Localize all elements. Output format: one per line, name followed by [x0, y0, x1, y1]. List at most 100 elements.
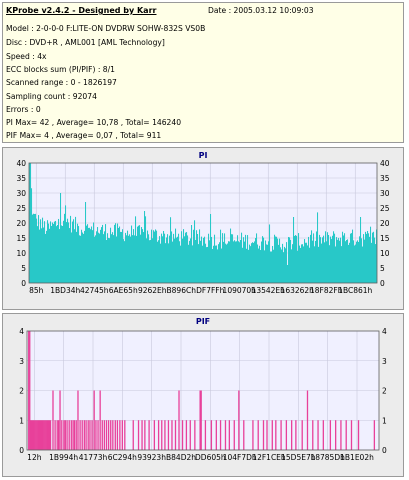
pi-bar [54, 221, 56, 283]
pi-bar [200, 240, 202, 283]
pi-xtick-label: 9262Eh [138, 286, 167, 295]
pi-bar [156, 230, 158, 283]
pi-bar [179, 241, 181, 283]
pi-bar [127, 230, 129, 283]
pif-xtick-label: 6C294h [108, 453, 137, 462]
pi-bar [71, 232, 73, 283]
pif-bar [79, 420, 81, 450]
pif-bar [81, 420, 83, 450]
pif-bar [210, 420, 213, 450]
pi-bar [313, 233, 315, 283]
pi-bar [92, 230, 94, 283]
pif-bar [233, 420, 235, 450]
pi-bar [88, 227, 90, 283]
pif-bar [105, 420, 108, 450]
pi-bar [203, 237, 205, 283]
pi-bar [135, 216, 137, 283]
pi-bar [229, 241, 231, 283]
pi-bar [287, 265, 289, 283]
pi-bar [165, 243, 167, 283]
pi-xtick-label: 1BD34h [50, 286, 80, 295]
pi-bar [164, 233, 166, 283]
pi-bar [295, 235, 297, 283]
pi-bar [216, 245, 218, 283]
pi-bar [244, 241, 246, 283]
pi-bar [371, 242, 373, 283]
pif-bar [204, 420, 207, 450]
pi-bar [241, 232, 243, 283]
pi-bar [62, 226, 64, 283]
pi-bar [317, 212, 319, 283]
pi-bar [192, 245, 194, 283]
pi-bar [263, 237, 265, 283]
pif-bar [280, 420, 282, 450]
pif-bar [291, 420, 293, 450]
pi-bar [190, 238, 192, 283]
pi-bar [196, 230, 198, 283]
pif-bar [103, 420, 106, 450]
pi-bar [309, 247, 311, 283]
pif-bar [228, 420, 230, 450]
pif-bar [59, 390, 61, 450]
pif-bar [48, 420, 51, 450]
pi-bar [314, 246, 316, 283]
pi-bar [138, 225, 140, 283]
pi-bar [129, 234, 131, 283]
pi-bar [155, 229, 157, 283]
pi-bar [82, 232, 84, 283]
pif-bar [114, 420, 116, 450]
pif-bar [99, 390, 101, 450]
pi-bar [344, 233, 346, 283]
pi-xtick-label: 42745h [80, 286, 109, 295]
pi-bar [121, 231, 123, 283]
pi-bar [262, 236, 264, 283]
pi-bar [176, 237, 178, 283]
pif-bar [243, 420, 245, 450]
pi-bar [43, 227, 45, 283]
pi-bar [86, 225, 88, 283]
pi-bar [153, 230, 155, 283]
pif-bar [64, 420, 66, 450]
pi-bar [111, 234, 113, 283]
pif-bar [329, 420, 332, 450]
pif-bar [30, 420, 33, 450]
pi-xtick-label: 109070h [223, 286, 257, 295]
pi-bar [93, 222, 95, 283]
pi-bar [131, 225, 133, 283]
pi-bar [236, 241, 238, 283]
pi-bar [260, 250, 262, 283]
pi-xtick-label: 1BC861h [338, 286, 372, 295]
pi-bar [310, 234, 312, 283]
pi-chart: PI 0 0 5 5 10 10 15 15 20 20 25 25 30 30 35 35 40 40 85h 1BD… [16, 151, 390, 295]
pi-bar [115, 223, 117, 283]
pif-xtick-label: 93923h [137, 453, 166, 462]
pi-bar [47, 220, 49, 283]
pif-bar [119, 420, 121, 450]
pi-bar [39, 229, 41, 283]
pi-bar [225, 243, 227, 283]
pi-bar [370, 226, 372, 283]
pi-bar [294, 235, 296, 283]
pif-bar [42, 420, 44, 450]
pi-bar [257, 244, 259, 283]
pif-ytick-right: 2 [382, 387, 387, 396]
pif-bar [38, 420, 40, 450]
pif-bar [141, 420, 143, 450]
pi-bar [333, 231, 335, 283]
pif-bar [295, 420, 297, 450]
pif-bar [77, 390, 79, 450]
pi-bar [252, 242, 254, 283]
pi-bar [198, 244, 200, 283]
pi-bar [67, 218, 69, 283]
pif-ytick-right: 0 [382, 446, 387, 455]
pi-xtick-label: 18F82Fh [310, 286, 343, 295]
pi-bar [347, 239, 349, 283]
pi-bar [96, 231, 98, 283]
pi-bar [324, 242, 326, 283]
pi-ytick-right: 40 [380, 159, 390, 168]
pi-bar [288, 236, 290, 283]
pi-bar [271, 251, 273, 283]
pif-chart-title: PIF [196, 317, 210, 326]
pi-bar [224, 233, 226, 283]
pi-chart-panel: PI 0 0 5 5 10 10 15 15 20 20 25 25 30 30 35 35 40 40 85h 1BD… [2, 147, 404, 310]
